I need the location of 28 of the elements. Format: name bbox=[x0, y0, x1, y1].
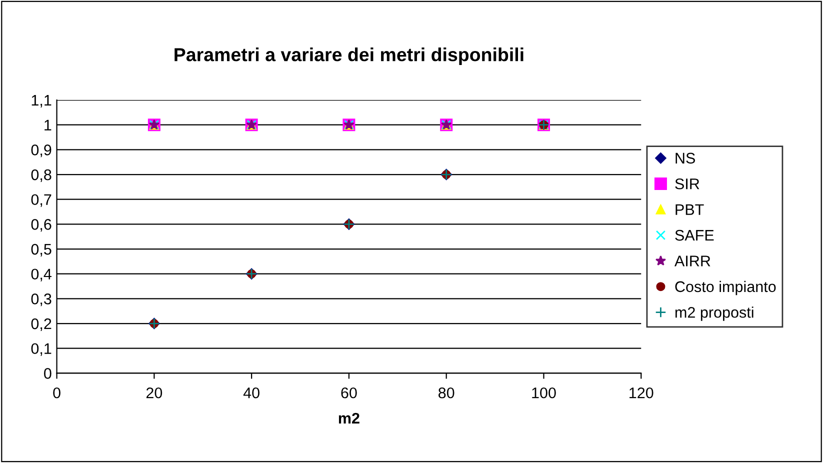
x-axis-title: m2 bbox=[338, 412, 360, 424]
legend-label: SAFE bbox=[675, 230, 714, 241]
y-tick-label: 0 bbox=[44, 368, 52, 379]
y-tick-label: 1 bbox=[44, 120, 52, 130]
y-tick-label: 0,8 bbox=[31, 169, 52, 182]
y-tick-label: 0,6 bbox=[31, 219, 52, 232]
legend-label: AIRR bbox=[674, 256, 710, 266]
legend-label: Costo impianto bbox=[675, 280, 776, 296]
y-tick-label: 1,1 bbox=[32, 95, 52, 108]
y-tick-label: 0,3 bbox=[31, 294, 52, 306]
x-tick-label: 100 bbox=[532, 387, 556, 398]
y-tick-label: 0,4 bbox=[31, 268, 52, 282]
y-tick-label: 0,7 bbox=[31, 194, 52, 207]
legend-label: m2 proposti bbox=[675, 306, 754, 321]
y-tick-label: 0,9 bbox=[31, 144, 52, 158]
x-tick-label: 80 bbox=[438, 387, 454, 398]
x-tick-label: 60 bbox=[341, 387, 357, 398]
x-tick-label: 20 bbox=[146, 387, 162, 398]
y-tick-label: 0,2 bbox=[31, 318, 52, 331]
chart-title: Parametri a variare dei metri disponibili bbox=[174, 48, 524, 66]
legend-label: PBT bbox=[676, 204, 704, 215]
x-tick-label: 0 bbox=[53, 387, 60, 398]
legend-label: SIR bbox=[675, 178, 700, 190]
y-tick-label: 0,5 bbox=[31, 244, 52, 256]
x-tick-label: 40 bbox=[243, 387, 260, 398]
legend-label: NS bbox=[676, 152, 695, 164]
x-tick-label: 120 bbox=[630, 387, 654, 398]
y-tick-label: 0,1 bbox=[31, 343, 52, 356]
